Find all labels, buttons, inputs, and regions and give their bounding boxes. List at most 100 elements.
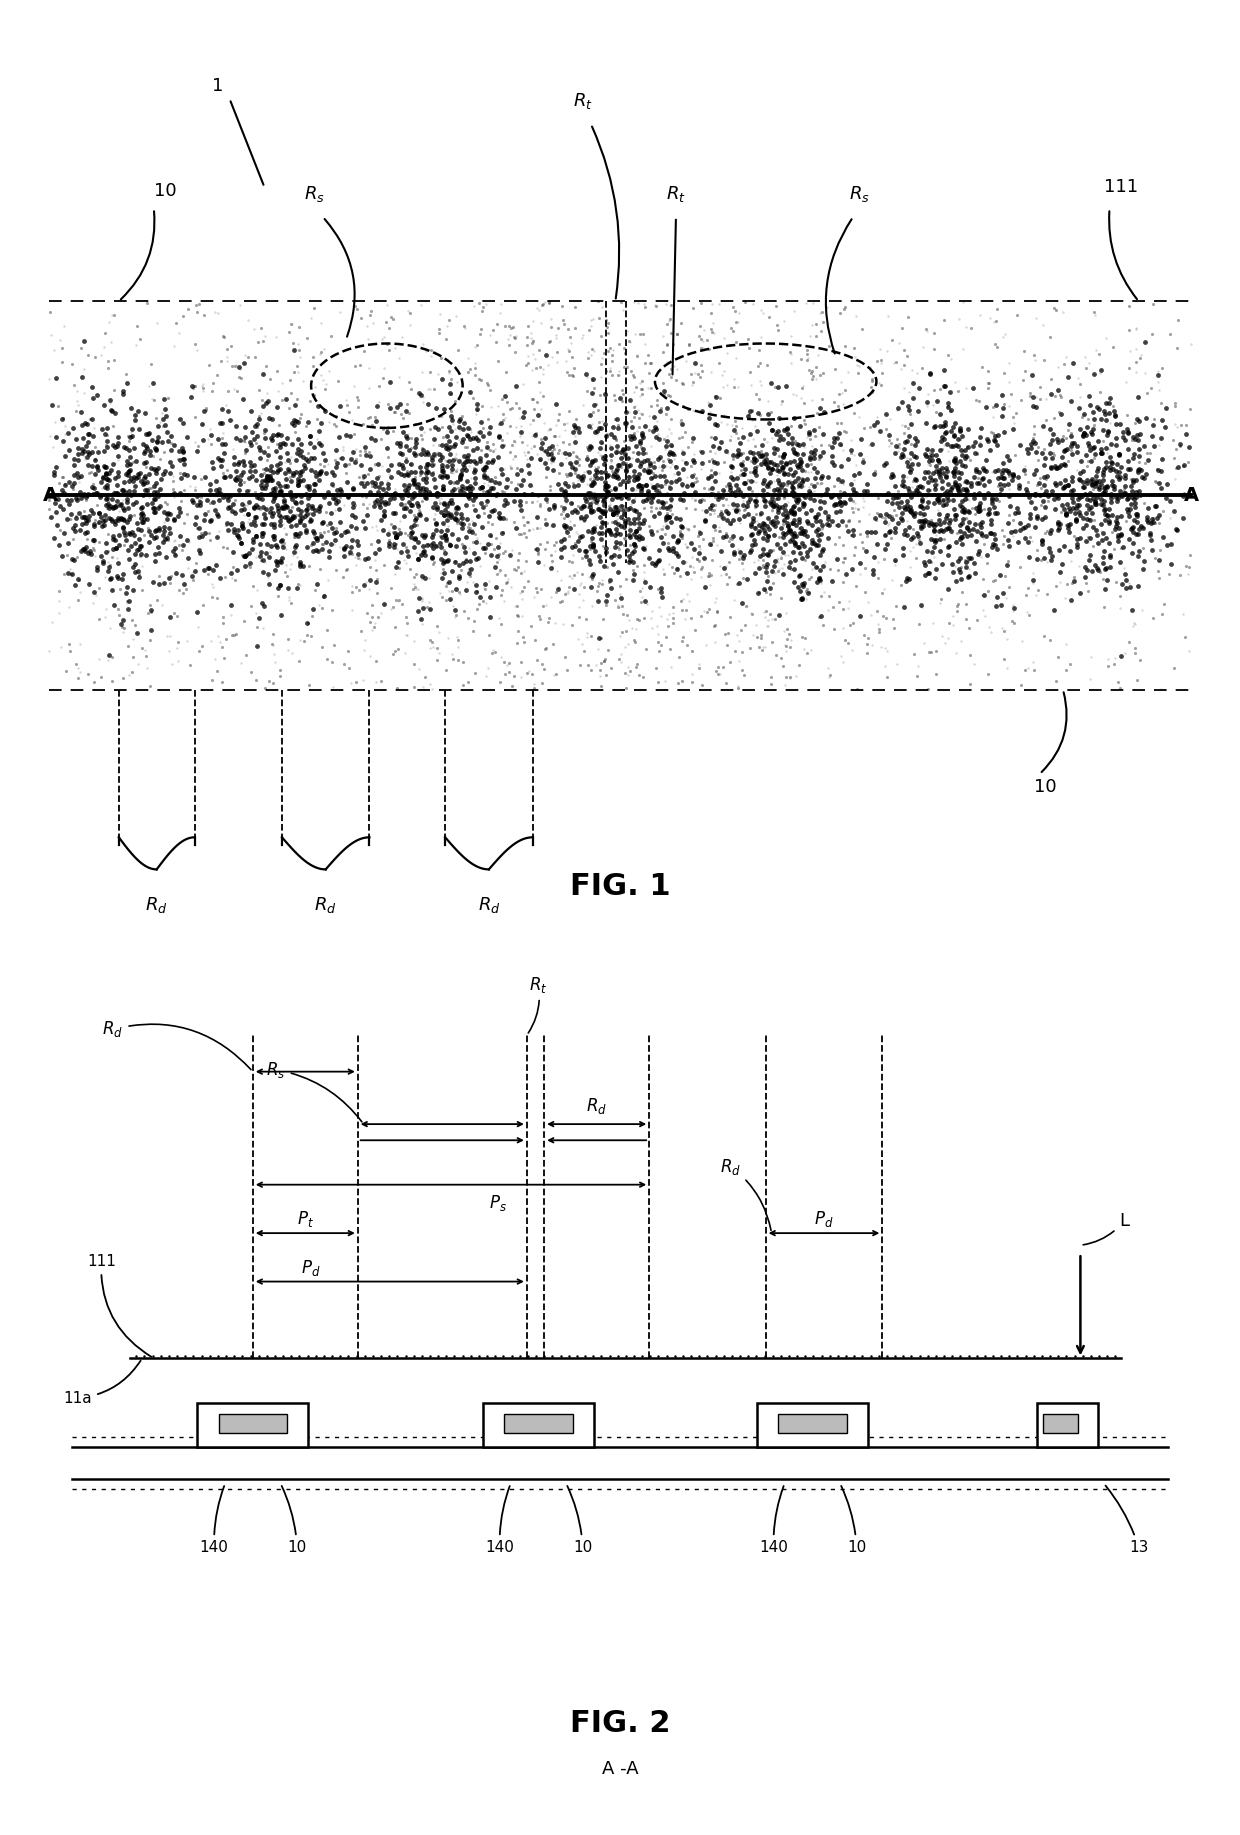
- Point: [420, 595, 440, 624]
- Point: [246, 510, 265, 539]
- Point: [167, 633, 187, 662]
- Point: [1054, 473, 1074, 503]
- Point: [799, 343, 818, 373]
- Point: [997, 653, 1017, 683]
- Point: [885, 514, 905, 543]
- Point: [224, 350, 244, 380]
- Point: [784, 554, 804, 584]
- Point: [952, 486, 972, 516]
- Point: [812, 306, 832, 336]
- Point: [730, 538, 750, 567]
- Point: [417, 437, 436, 466]
- Point: [508, 519, 528, 549]
- Point: [937, 484, 957, 514]
- Point: [501, 453, 521, 483]
- Point: [686, 615, 706, 644]
- Point: [1034, 462, 1054, 492]
- Point: [899, 444, 919, 473]
- Point: [264, 477, 284, 506]
- Point: [957, 505, 977, 534]
- Point: [631, 521, 651, 550]
- Point: [430, 446, 450, 475]
- Point: [754, 545, 774, 574]
- Text: 140: 140: [200, 1486, 228, 1554]
- Point: [913, 494, 932, 523]
- Point: [649, 486, 668, 516]
- Point: [467, 523, 487, 552]
- Point: [606, 404, 626, 433]
- Point: [630, 446, 650, 475]
- Point: [606, 527, 626, 556]
- Point: [366, 406, 386, 435]
- Point: [1105, 514, 1125, 543]
- Point: [270, 472, 290, 501]
- Point: [534, 286, 554, 316]
- Point: [960, 562, 980, 591]
- Point: [863, 560, 883, 589]
- Point: [661, 354, 681, 384]
- Point: [97, 431, 117, 461]
- Point: [925, 411, 945, 440]
- Point: [1176, 420, 1195, 450]
- Point: [758, 521, 777, 550]
- Point: [348, 530, 368, 560]
- Point: [408, 528, 428, 558]
- Point: [608, 431, 627, 461]
- Point: [684, 479, 704, 508]
- Point: [905, 475, 925, 505]
- Point: [109, 530, 129, 560]
- Point: [518, 506, 538, 536]
- Point: [1070, 481, 1090, 510]
- Point: [924, 516, 944, 545]
- Point: [622, 473, 642, 503]
- Point: [469, 543, 489, 573]
- Point: [439, 358, 459, 387]
- Point: [97, 464, 117, 494]
- Point: [547, 429, 567, 459]
- Point: [802, 385, 822, 415]
- Point: [238, 343, 258, 373]
- Point: [658, 503, 678, 532]
- Point: [74, 354, 94, 384]
- Point: [1047, 295, 1066, 325]
- Point: [624, 464, 644, 494]
- Point: [417, 455, 436, 484]
- Point: [646, 549, 666, 578]
- Point: [542, 512, 562, 541]
- Point: [427, 532, 446, 562]
- Point: [1081, 464, 1101, 494]
- Point: [515, 437, 534, 466]
- Point: [166, 558, 186, 587]
- Point: [653, 338, 673, 367]
- Point: [1090, 558, 1110, 587]
- Point: [942, 472, 962, 501]
- Point: [769, 440, 789, 470]
- Point: [563, 360, 583, 389]
- Point: [1060, 536, 1080, 565]
- Point: [233, 501, 253, 530]
- Point: [275, 459, 295, 488]
- Point: [968, 495, 988, 525]
- Point: [940, 457, 960, 486]
- Point: [143, 369, 162, 398]
- Point: [733, 549, 753, 578]
- Point: [542, 440, 562, 470]
- Point: [175, 450, 195, 479]
- Point: [926, 525, 946, 554]
- Point: [588, 573, 608, 602]
- Point: [842, 494, 862, 523]
- Point: [937, 574, 957, 604]
- Point: [888, 393, 908, 422]
- Point: [820, 662, 839, 692]
- Point: [761, 415, 781, 444]
- Point: [429, 431, 449, 461]
- Point: [192, 409, 212, 439]
- Point: [494, 459, 513, 488]
- Point: [771, 584, 791, 613]
- Point: [713, 475, 733, 505]
- Point: [242, 461, 262, 490]
- Point: [66, 483, 86, 512]
- Point: [259, 543, 279, 573]
- Point: [1040, 365, 1060, 395]
- Point: [475, 462, 495, 492]
